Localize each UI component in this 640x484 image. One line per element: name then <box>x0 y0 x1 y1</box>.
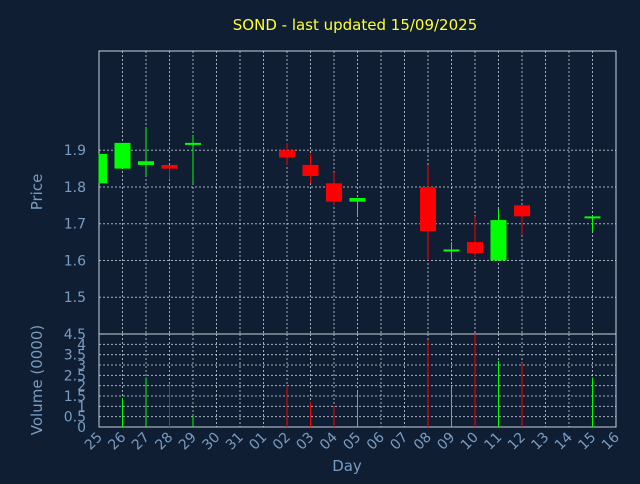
x-tick-label: 26 <box>105 429 129 453</box>
candle-body <box>114 142 131 169</box>
x-tick-label: 29 <box>176 430 200 454</box>
candle-body <box>161 164 178 169</box>
x-tick-label: 04 <box>317 429 341 453</box>
x-tick-label: 31 <box>223 430 247 454</box>
x-tick-label: 16 <box>599 429 623 453</box>
volume-bars <box>122 334 593 427</box>
chart-title: SOND - last updated 15/09/2025 <box>233 16 477 34</box>
candle-body <box>326 183 342 202</box>
x-tick-label: 30 <box>199 430 223 454</box>
price-y-axis: 1.5 1.6 1.7 1.8 1.9 <box>64 143 86 306</box>
x-tick-label: 15 <box>575 430 599 454</box>
volume-tick-label: 0 <box>77 420 86 436</box>
volume-tick-label: 3 <box>77 358 86 374</box>
volume-tick-label: 0.5 <box>64 410 86 426</box>
candle-body <box>138 161 154 165</box>
x-tick-label: 05 <box>340 430 364 454</box>
candle-body <box>99 153 107 184</box>
price-axis-label: Price <box>28 174 46 211</box>
volume-y-axis: 00.511.522.533.544.5 <box>64 327 86 436</box>
x-tick-label: 06 <box>364 429 388 453</box>
x-tick-label: 28 <box>152 430 176 454</box>
price-tick-label: 1.9 <box>64 143 86 159</box>
x-tick-label: 09 <box>434 430 458 454</box>
price-tick-label: 1.6 <box>64 253 86 269</box>
price-tick-label: 1.5 <box>64 290 86 306</box>
x-tick-label: 01 <box>246 430 270 454</box>
volume-tick-label: 1.5 <box>64 389 86 405</box>
volume-tick-label: 4.5 <box>64 327 86 343</box>
x-tick-label: 14 <box>552 429 576 453</box>
x-tick-label: 13 <box>528 430 552 454</box>
x-tick-label: 03 <box>293 430 317 454</box>
candle-body <box>584 216 601 219</box>
candle-body <box>443 249 460 252</box>
price-tick-label: 1.7 <box>64 217 86 233</box>
volume-axis-label: Volume (0000) <box>28 325 46 435</box>
x-axis-label: Day <box>332 457 362 475</box>
volume-tick-label: 2.5 <box>64 368 86 384</box>
x-axis: 25 26 27 28 29 30 31 01 02 03 04 05 06 07 08 09 10 11 12 13… <box>82 429 623 453</box>
volume-tick-label: 3.5 <box>64 348 86 364</box>
candles <box>98 128 601 261</box>
x-tick-label: 12 <box>505 430 529 454</box>
volume-tick-label: 2 <box>77 379 86 395</box>
x-tick-label: 27 <box>129 430 153 454</box>
price-tick-label: 1.8 <box>64 180 86 196</box>
candle-body <box>514 205 530 217</box>
candle-body <box>467 242 483 254</box>
x-tick-label: 08 <box>411 430 435 454</box>
x-tick-label: 10 <box>458 430 482 454</box>
x-tick-label: 11 <box>481 430 505 454</box>
candle-body <box>185 142 201 145</box>
candle-body <box>420 186 436 232</box>
x-tick-label: 07 <box>387 430 411 454</box>
volume-tick-label: 4 <box>77 337 86 353</box>
candle-body <box>302 164 319 176</box>
price-panel-grid <box>98 51 617 334</box>
x-tick-label: 02 <box>270 430 294 454</box>
candle-body <box>490 220 507 261</box>
volume-tick-label: 1 <box>77 399 86 415</box>
candle-body <box>279 150 295 158</box>
candle-body <box>349 198 366 202</box>
